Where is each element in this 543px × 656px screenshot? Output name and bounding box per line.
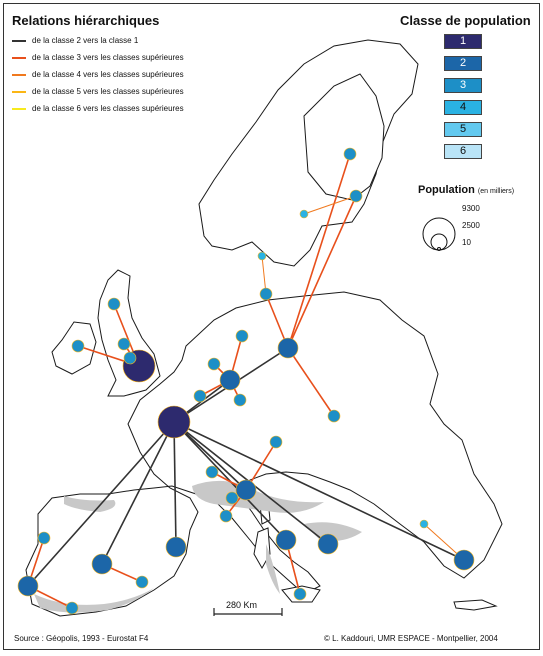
- city-circle: [269, 435, 283, 449]
- city-circle: [419, 519, 429, 529]
- europe-map: [17, 39, 503, 617]
- population-circle-legend: [422, 217, 456, 251]
- source-note: Source : Géopolis, 1993 - Eurostat F4: [14, 634, 149, 643]
- relation-link: [287, 153, 351, 349]
- city-circle: [219, 509, 233, 523]
- relation-legend-label: de la classe 3 vers les classes supérieu…: [32, 53, 184, 62]
- relation-swatch: [12, 39, 26, 42]
- class-box-3: 3: [444, 78, 482, 93]
- population-value: 9300: [462, 204, 480, 213]
- city-circle: [219, 369, 241, 391]
- city-circle: [299, 209, 309, 219]
- relation-swatch: [12, 90, 26, 93]
- city-circle: [157, 405, 191, 439]
- relation-link: [173, 421, 465, 561]
- class-box-2: 2: [444, 56, 482, 71]
- relation-legend-item: de la classe 2 vers la classe 1: [12, 36, 138, 45]
- relation-legend-item: de la classe 3 vers les classes supérieu…: [12, 53, 184, 62]
- city-circle: [123, 351, 137, 365]
- city-circle: [205, 465, 219, 479]
- relations-title: Relations hiérarchiques: [12, 13, 160, 28]
- scale-label: 280 Km: [226, 600, 258, 610]
- relation-legend-item: de la classe 5 vers les classes supérieu…: [12, 87, 184, 96]
- population-circle-title: Population (en milliers): [418, 184, 514, 196]
- relation-link: [287, 347, 335, 417]
- credit-note: © L. Kaddouri, UMR ESPACE - Montpellier,…: [324, 634, 498, 643]
- class-box-5: 5: [444, 122, 482, 137]
- city-circle: [225, 491, 239, 505]
- relation-swatch: [12, 73, 26, 76]
- city-circle: [207, 357, 221, 371]
- city-circle: [193, 389, 207, 403]
- class-box-6: 6: [444, 144, 482, 159]
- relief-alps: [192, 480, 324, 513]
- city-circle: [71, 339, 85, 353]
- class-box-1: 1: [444, 34, 482, 49]
- relation-swatch: [12, 107, 26, 110]
- population-value: 10: [462, 238, 471, 247]
- city-circle: [327, 409, 341, 423]
- city-circle: [107, 297, 121, 311]
- city-circle: [135, 575, 149, 589]
- relation-legend-label: de la classe 2 vers la classe 1: [32, 36, 139, 45]
- city-circle: [317, 533, 339, 555]
- city-circle: [453, 549, 475, 571]
- city-circle: [65, 601, 79, 615]
- city-circle: [259, 287, 273, 301]
- city-circle: [17, 575, 39, 597]
- city-circle: [91, 553, 113, 575]
- city-circle: [349, 189, 363, 203]
- city-circle: [293, 587, 307, 601]
- circle-10: [437, 247, 441, 251]
- relation-link: [101, 421, 175, 565]
- population-circle-title-text: Population: [418, 184, 475, 196]
- relation-legend-label: de la classe 6 vers les classes supérieu…: [32, 104, 184, 113]
- city-circle: [233, 393, 247, 407]
- class-box-4: 4: [444, 100, 482, 115]
- city-circle: [37, 531, 51, 545]
- city-circle: [275, 529, 297, 551]
- city-circle: [235, 479, 257, 501]
- land-finland: [303, 73, 385, 201]
- city-circle: [117, 337, 131, 351]
- relief-pyrenees: [64, 496, 116, 512]
- relation-link: [287, 195, 357, 349]
- relief-apennines: [266, 544, 280, 594]
- city-circles: [17, 147, 475, 615]
- city-circle: [165, 536, 187, 558]
- city-circle: [277, 337, 299, 359]
- land-crete: [453, 599, 498, 611]
- relation-legend-item: de la classe 6 vers les classes supérieu…: [12, 104, 184, 113]
- population-unit: (en milliers): [477, 188, 515, 195]
- relief-iberia: [34, 588, 154, 613]
- relation-legend-label: de la classe 5 vers les classes supérieu…: [32, 87, 184, 96]
- population-class-title: Classe de population: [400, 13, 531, 28]
- city-circle: [257, 251, 267, 261]
- relation-link: [303, 195, 357, 215]
- city-circle: [343, 147, 357, 161]
- relation-link: [173, 421, 247, 491]
- relation-swatch: [12, 56, 26, 59]
- relation-legend-item: de la classe 4 vers les classes supérieu…: [12, 70, 184, 79]
- relation-link: [173, 421, 177, 548]
- city-circle: [235, 329, 249, 343]
- relation-legend-label: de la classe 4 vers les classes supérieu…: [32, 70, 184, 79]
- relation-link: [261, 255, 267, 295]
- map-frame: Relations hiérarchiques de la classe 2 v…: [3, 3, 540, 650]
- scale-bar: [213, 608, 283, 616]
- relation-link: [27, 421, 175, 587]
- population-value: 2500: [462, 221, 480, 230]
